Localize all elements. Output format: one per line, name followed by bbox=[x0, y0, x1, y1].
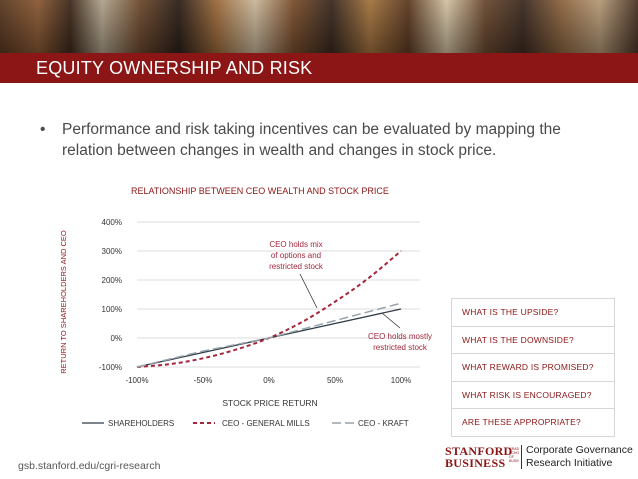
annotation-layer: CEO holds mix of options and restricted st… bbox=[269, 240, 432, 352]
question-upside: WHAT IS THE UPSIDE? bbox=[451, 298, 615, 326]
y-tick-label: 0% bbox=[110, 334, 122, 343]
stanford-cgri-logo: STANFORD BUSINESS GRADUATE SCHOOL OF BUS… bbox=[445, 444, 633, 470]
grid-layer bbox=[137, 221, 420, 368]
annotation-kraft-leader bbox=[381, 312, 401, 329]
series-ceo-kraft bbox=[136, 302, 402, 368]
question-downside: WHAT IS THE DOWNSIDE? bbox=[451, 325, 615, 353]
y-tick-label: 400% bbox=[102, 218, 122, 227]
question-appropriate: ARE THESE APPROPRIATE? bbox=[451, 408, 615, 437]
bullet-marker: • bbox=[40, 121, 46, 138]
x-axis-label: STOCK PRICE RETURN bbox=[222, 398, 317, 408]
annotation-kraft-line: CEO holds mostly bbox=[368, 332, 432, 341]
x-tick-label: -100% bbox=[125, 376, 148, 385]
legend-label: CEO - KRAFT bbox=[358, 419, 409, 428]
annotation-gm-line: restricted stock bbox=[269, 262, 324, 271]
slide-title: EQUITY OWNERSHIP AND RISK bbox=[36, 58, 313, 78]
chart-legend: SHAREHOLDERS CEO - GENERAL MILLS CEO - KRA… bbox=[82, 419, 409, 428]
legend-label: SHAREHOLDERS bbox=[108, 419, 174, 428]
question-list: WHAT IS THE UPSIDE? WHAT IS THE DOWNSIDE… bbox=[451, 298, 615, 437]
header-photo-banner bbox=[0, 0, 638, 53]
y-tick-label: 200% bbox=[102, 276, 122, 285]
y-tick-label: 300% bbox=[102, 247, 122, 256]
footer-url[interactable]: gsb.stanford.edu/cgri-research bbox=[18, 460, 161, 472]
logo-corporate-governance: Corporate Governance bbox=[526, 444, 633, 456]
title-bar: EQUITY OWNERSHIP AND RISK bbox=[0, 53, 638, 83]
question-reward: WHAT REWARD IS PROMISED? bbox=[451, 353, 615, 381]
annotation-kraft-line: restricted stock bbox=[373, 343, 428, 352]
annotation-gm-line: of options and bbox=[271, 251, 321, 260]
x-tick-label: 0% bbox=[263, 376, 275, 385]
annotation-gm-line: CEO holds mix bbox=[269, 240, 322, 249]
x-tick-label: 50% bbox=[327, 376, 343, 385]
logo-gsb-small: GRADUATE SCHOOL OF BUSINESS bbox=[509, 447, 519, 463]
logo-research-initiative: Research Initiative bbox=[526, 457, 613, 469]
series-layer bbox=[136, 250, 402, 368]
y-tick-label: 100% bbox=[102, 305, 122, 314]
logo-business: BUSINESS bbox=[445, 456, 506, 470]
annotation-gm-leader bbox=[299, 273, 318, 309]
question-risk: WHAT RISK IS ENCOURAGED? bbox=[451, 380, 615, 408]
logo-stanford: STANFORD bbox=[445, 444, 513, 458]
x-tick-label: -50% bbox=[194, 376, 213, 385]
tick-layer: -100% 0% 100% 200% 300% 400% -100% -50% 0% 50% 100… bbox=[99, 218, 411, 385]
logo-separator bbox=[521, 445, 522, 469]
y-tick-label: -100% bbox=[99, 363, 122, 372]
legend-label: CEO - GENERAL MILLS bbox=[222, 419, 310, 428]
bullet-point: • Performance and risk taking incentives… bbox=[40, 119, 600, 161]
chart-title: RELATIONSHIP BETWEEN CEO WEALTH AND STOC… bbox=[131, 186, 389, 196]
bullet-text: Performance and risk taking incentives c… bbox=[62, 121, 561, 159]
x-tick-label: 100% bbox=[391, 376, 411, 385]
y-axis-label: RETURN TO SHAREHOLDERS AND CEO bbox=[59, 230, 68, 374]
